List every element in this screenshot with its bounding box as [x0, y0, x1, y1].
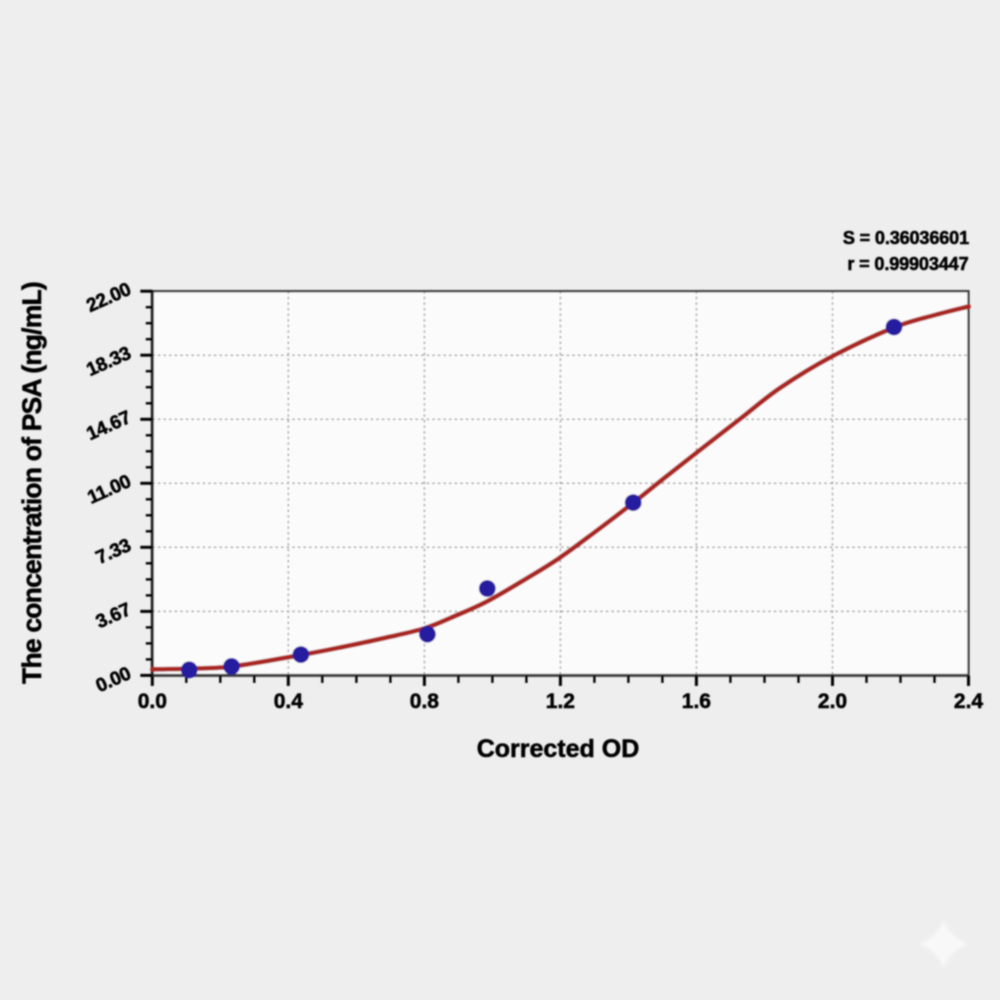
svg-text:0.8: 0.8 [410, 690, 440, 713]
svg-text:r = 0.99903447: r = 0.99903447 [847, 254, 968, 274]
svg-text:18.33: 18.33 [84, 343, 135, 381]
svg-text:Corrected OD: Corrected OD [477, 735, 640, 763]
svg-text:0.00: 0.00 [93, 663, 134, 697]
svg-text:2.4: 2.4 [954, 690, 984, 713]
svg-text:11.00: 11.00 [84, 471, 134, 508]
svg-text:S = 0.36036601: S = 0.36036601 [843, 228, 969, 248]
svg-text:0.4: 0.4 [274, 690, 304, 713]
svg-text:3.67: 3.67 [93, 599, 134, 633]
svg-text:The concentration of PSA (ng/m: The concentration of PSA (ng/mL) [17, 282, 47, 684]
svg-text:22.00: 22.00 [84, 279, 135, 317]
svg-text:1.2: 1.2 [546, 690, 575, 713]
svg-text:0.0: 0.0 [138, 690, 167, 713]
svg-text:1.6: 1.6 [682, 690, 711, 713]
svg-text:7.33: 7.33 [93, 535, 134, 569]
svg-text:14.67: 14.67 [84, 407, 135, 445]
svg-text:2.0: 2.0 [818, 690, 847, 713]
